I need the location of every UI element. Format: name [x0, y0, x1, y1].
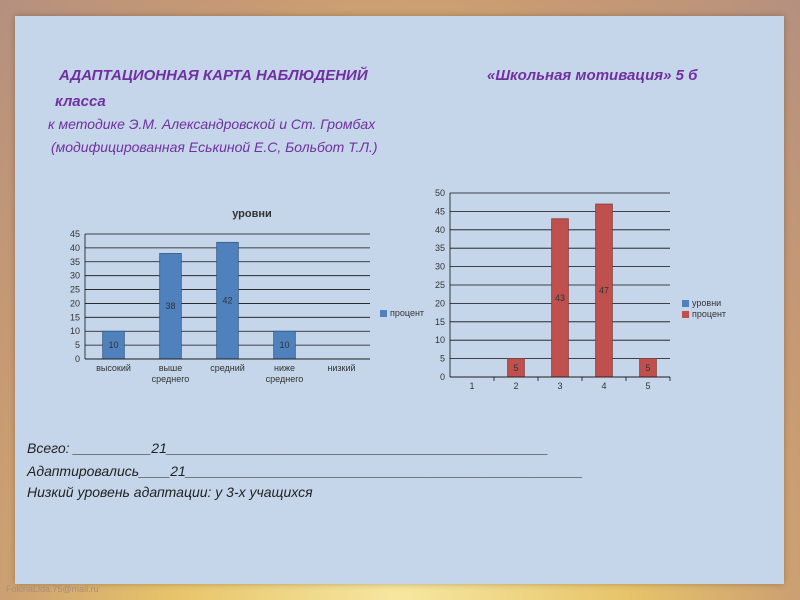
title-left: АДАПТАЦИОННАЯ КАРТА НАБЛЮДЕНИЙ [59, 67, 368, 84]
data-label: 5 [645, 363, 650, 373]
legend-label: уровни [692, 298, 721, 308]
data-label: 42 [222, 296, 232, 306]
x-tick-label: 1 [469, 381, 474, 391]
x-tick-label: низкий [327, 363, 355, 373]
y-tick-label: 10 [435, 335, 445, 345]
x-tick-label: средний [210, 363, 245, 373]
summary-adapted: Адаптировались____21____________________… [27, 463, 583, 479]
chart-title: уровни [232, 208, 272, 220]
method-line: к методике Э.М. Александровской и Ст. Гр… [48, 116, 376, 132]
y-tick-label: 5 [440, 354, 445, 364]
legend-swatch [682, 311, 689, 318]
y-tick-label: 45 [70, 229, 80, 239]
legend-swatch [682, 300, 689, 307]
x-tick-label: 2 [513, 381, 518, 391]
x-tick-label: ниже [274, 363, 295, 373]
y-tick-label: 15 [70, 312, 80, 322]
x-tick-label: среднего [152, 374, 190, 384]
summary-total: Всего: __________21_____________________… [27, 440, 549, 456]
y-tick-label: 35 [435, 243, 445, 253]
y-tick-label: 20 [70, 298, 80, 308]
y-tick-label: 40 [70, 243, 80, 253]
summary-low-level: Низкий уровень адаптации: у 3-х учащихся [27, 484, 313, 500]
y-tick-label: 25 [70, 285, 80, 295]
slide: АДАПТАЦИОННАЯ КАРТА НАБЛЮДЕНИЙ «Школьная… [15, 16, 784, 584]
x-tick-label: 4 [601, 381, 606, 391]
y-tick-label: 15 [435, 317, 445, 327]
y-tick-label: 50 [435, 188, 445, 198]
x-tick-label: высокий [96, 363, 131, 373]
legend-label: процент [692, 309, 726, 319]
y-tick-label: 10 [70, 326, 80, 336]
y-tick-label: 35 [70, 257, 80, 267]
data-label: 10 [279, 340, 289, 350]
data-label: 38 [165, 301, 175, 311]
data-label: 47 [599, 286, 609, 296]
x-tick-label: 3 [557, 381, 562, 391]
x-tick-label: среднего [266, 374, 304, 384]
data-label: 43 [555, 293, 565, 303]
legend-label: процент [390, 308, 424, 318]
y-tick-label: 30 [435, 262, 445, 272]
x-tick-label: выше [159, 363, 182, 373]
x-tick-label: 5 [645, 381, 650, 391]
y-tick-label: 25 [435, 280, 445, 290]
y-tick-label: 45 [435, 206, 445, 216]
data-label: 5 [513, 363, 518, 373]
y-tick-label: 5 [75, 340, 80, 350]
levels-chart: уровни 0 5 10 15 20 25 30 35 40 45 высокий выше средн… [30, 186, 425, 406]
modified-line: (модифицированная Еськиной Е.С, Больбот … [51, 139, 378, 155]
percent-chart: 0 5 10 15 20 25 30 35 40 45 50 1 2 3 4 5 5 43 47 5 уровни про… [410, 181, 770, 411]
y-tick-label: 0 [440, 372, 445, 382]
y-tick-label: 40 [435, 225, 445, 235]
y-tick-label: 30 [70, 271, 80, 281]
y-tick-label: 20 [435, 298, 445, 308]
title-continuation: класса [55, 93, 106, 110]
legend-swatch [380, 310, 387, 317]
footer-email: FokinaLida.75@mail.ru [6, 584, 99, 594]
y-tick-label: 0 [75, 354, 80, 364]
title-right: «Школьная мотивация» 5 б [487, 67, 698, 84]
data-label: 10 [108, 340, 118, 350]
